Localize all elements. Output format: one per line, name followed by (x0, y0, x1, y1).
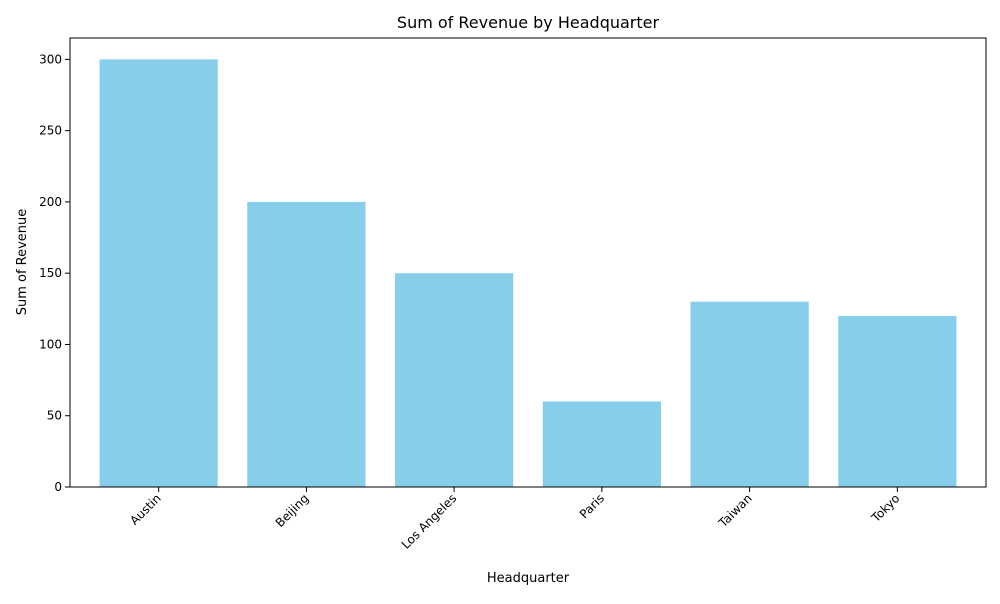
y-tick-label: 0 (54, 480, 62, 494)
chart-title: Sum of Revenue by Headquarter (397, 13, 660, 32)
y-tick-label: 100 (39, 337, 62, 351)
bars-group (99, 59, 957, 487)
bar-austin (99, 59, 218, 487)
bar-beijing (247, 201, 366, 487)
y-tick-label: 150 (39, 266, 62, 280)
y-tick-label: 50 (47, 409, 62, 423)
y-tick-label: 300 (39, 52, 62, 66)
y-tick-label: 200 (39, 195, 62, 209)
bar-taiwan (690, 301, 809, 487)
y-axis-label: Sum of Revenue (15, 209, 30, 316)
y-axis-ticks: 0 50 100 150 200 250 300 (39, 52, 70, 494)
bar-paris (542, 401, 661, 487)
x-axis-label: Headquarter (487, 571, 570, 586)
bar-tokyo (838, 315, 957, 487)
bar-los-angeles (395, 273, 514, 487)
plot-frame (69, 37, 987, 488)
y-tick-label: 250 (39, 124, 62, 138)
